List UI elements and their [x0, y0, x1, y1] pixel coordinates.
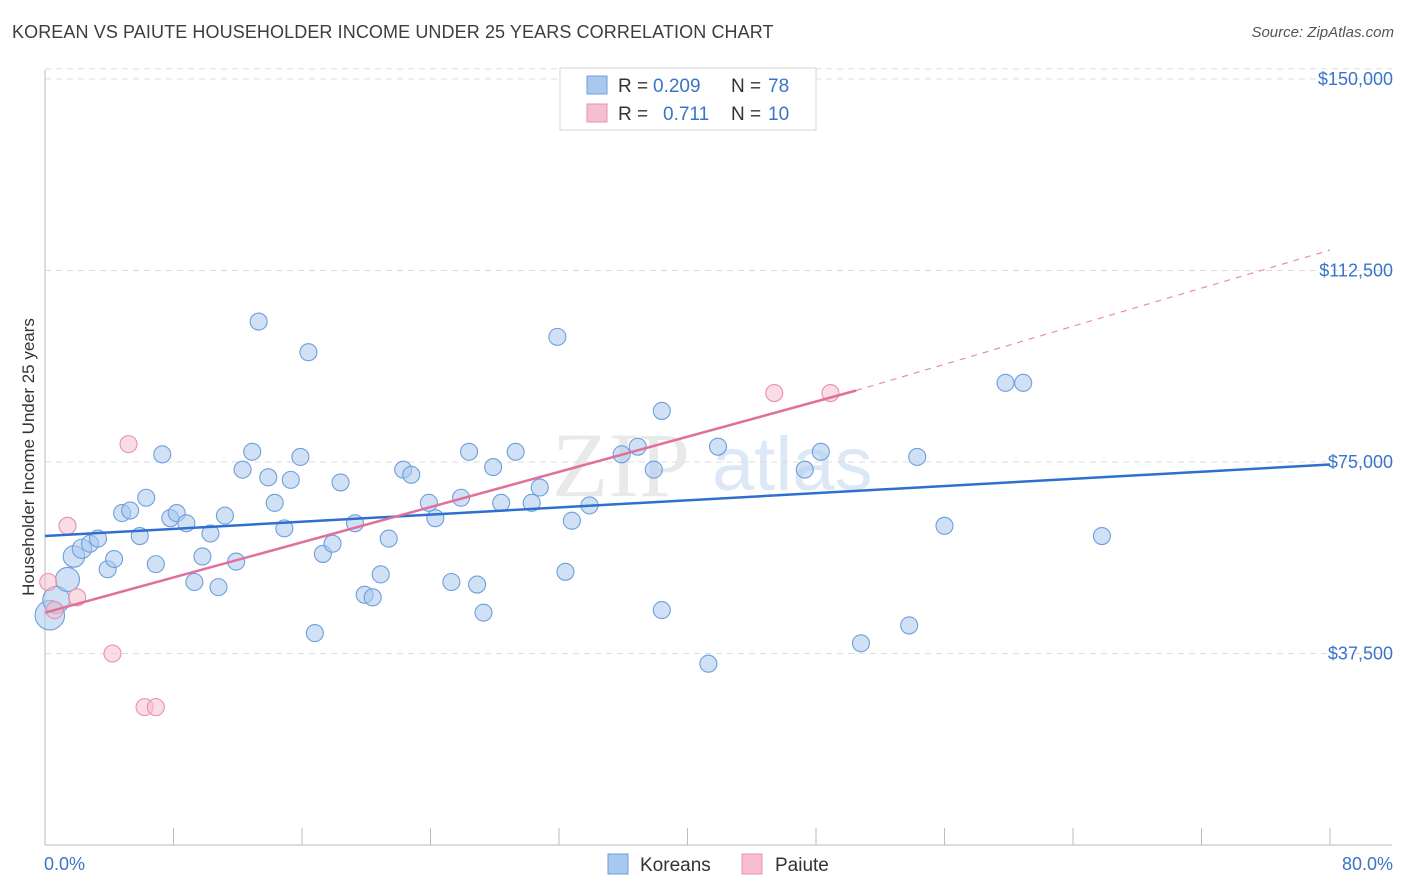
korean-point [209, 578, 228, 597]
korean-point [243, 442, 262, 461]
bottom-legend: Koreans Paiute [607, 853, 829, 876]
korean-point [935, 516, 954, 535]
korean-point [442, 572, 461, 592]
korean-point [193, 547, 212, 566]
korean-point [996, 373, 1015, 392]
y-axis-label: Householder Income Under 25 years [19, 318, 38, 596]
korean-point [185, 572, 204, 592]
korean-point [459, 442, 479, 461]
korean-point [331, 473, 350, 492]
chart-title: KOREAN VS PAIUTE HOUSEHOLDER INCOME UNDE… [12, 22, 774, 42]
korean-point [506, 442, 525, 461]
y-axis-tick-labels: $37,500 $75,000 $112,500 $150,000 [1318, 69, 1393, 664]
korean-point [265, 493, 284, 512]
legend-paiute-n-value: 10 [768, 104, 789, 125]
korean-point [708, 437, 728, 456]
x-axis-ticks [44, 828, 1331, 845]
korean-point [121, 501, 140, 520]
korean-point [548, 327, 567, 346]
paiute-points [39, 384, 840, 717]
korean-point [379, 529, 398, 548]
bottom-legend-swatch-paiute [741, 853, 763, 875]
korean-point [908, 447, 927, 466]
y-tick-label: $150,000 [1318, 69, 1393, 89]
korean-point [468, 575, 487, 594]
y-tick-label: $112,500 [1319, 261, 1393, 281]
korean-point [323, 534, 342, 553]
korean-point [305, 624, 324, 643]
y-tick-label: $37,500 [1328, 644, 1393, 664]
korean-point [1092, 526, 1111, 546]
paiute-point [119, 435, 138, 454]
korean-point [562, 511, 581, 530]
korean-point [105, 549, 124, 569]
y-tick-label: $75,000 [1328, 452, 1393, 472]
legend-paiute-r-value: 0.711 [663, 104, 709, 125]
legend-koreans-n-label: N = [731, 76, 761, 97]
watermark-zip: ZIP [552, 414, 690, 516]
korean-point [54, 566, 81, 593]
korean-point [1014, 373, 1033, 392]
paiute-point [103, 644, 122, 663]
korean-point [249, 312, 268, 331]
paiute-trend-line [44, 389, 857, 614]
korean-point [281, 470, 300, 489]
korean-point [137, 488, 156, 507]
trend-lines [44, 249, 1331, 614]
x-tick-label-max: 80.0% [1342, 854, 1393, 874]
watermark: ZIP atlas [552, 414, 873, 516]
bottom-legend-koreans: Koreans [640, 855, 711, 876]
paiute-point [765, 384, 784, 403]
korean-point [474, 603, 493, 622]
x-tick-label-min: 0.0% [44, 854, 85, 874]
korean-point [644, 460, 663, 479]
legend-koreans-n-value: 78 [768, 76, 789, 97]
korean-point [699, 654, 718, 673]
legend-koreans-r-label: R = [618, 76, 648, 97]
korean-point [484, 458, 503, 477]
korean-points [34, 312, 1111, 673]
source-credit: Source: ZipAtlas.com [1251, 24, 1394, 41]
korean-point [299, 343, 318, 362]
korean-point [795, 460, 814, 479]
bottom-legend-paiute: Paiute [775, 855, 829, 876]
korean-point [371, 565, 390, 584]
legend-swatch-paiute [586, 103, 608, 123]
korean-point [153, 445, 172, 464]
korean-point [233, 460, 252, 479]
korean-point [146, 555, 165, 574]
korean-point [215, 506, 234, 525]
paiute-point [146, 698, 165, 717]
bottom-legend-swatch-koreans [607, 853, 629, 875]
korean-point [900, 616, 919, 635]
paiute-point [39, 572, 58, 592]
korean-point [652, 401, 671, 420]
legend-koreans-r-value: 0.209 [653, 76, 701, 97]
korean-point [811, 442, 830, 461]
korean-point [201, 524, 220, 543]
korean-point [363, 588, 382, 607]
korean-point [556, 562, 575, 581]
paiute-trend-line-extension [855, 249, 1331, 392]
korean-point [530, 478, 549, 497]
legend-paiute-r-label: R = [618, 104, 648, 125]
gridlines [45, 68, 1392, 654]
korean-trend-line [44, 463, 1331, 538]
korean-point [402, 465, 421, 484]
legend-swatch-koreans [586, 75, 608, 95]
watermark-atlas: atlas [712, 422, 873, 507]
paiute-point [58, 516, 77, 535]
korean-point [851, 634, 871, 653]
legend-paiute-n-label: N = [731, 104, 761, 125]
korean-point [426, 509, 445, 528]
korean-point [259, 468, 278, 487]
korean-point [522, 493, 541, 512]
korean-point [652, 601, 671, 620]
korean-point [492, 493, 511, 512]
korean-point [291, 447, 310, 466]
legend: R = 0.209 N = 78 R = 0.711 N = 10 [559, 67, 817, 131]
